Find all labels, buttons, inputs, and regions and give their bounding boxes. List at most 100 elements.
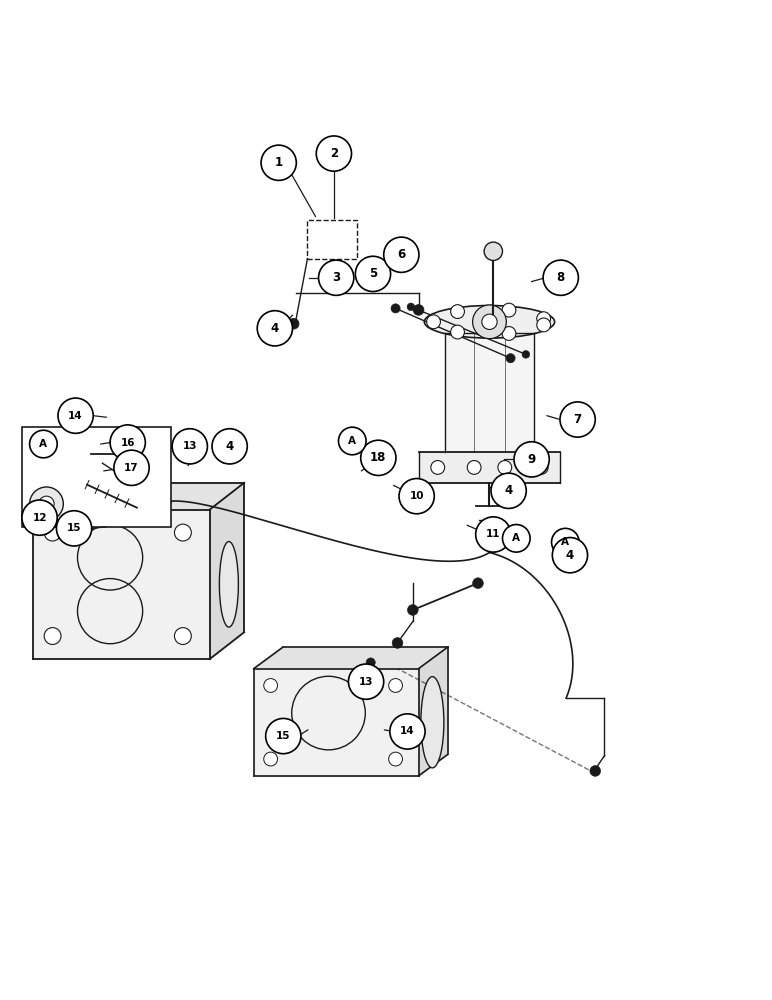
Circle shape xyxy=(506,354,515,363)
Circle shape xyxy=(355,256,391,292)
Polygon shape xyxy=(33,510,210,659)
Text: 15: 15 xyxy=(67,523,81,533)
Circle shape xyxy=(44,628,61,644)
Circle shape xyxy=(114,450,149,485)
Text: 1: 1 xyxy=(275,156,283,169)
Circle shape xyxy=(44,524,61,541)
Circle shape xyxy=(503,525,530,552)
Circle shape xyxy=(427,315,440,329)
Circle shape xyxy=(522,351,530,358)
Polygon shape xyxy=(33,483,244,510)
Text: 18: 18 xyxy=(370,451,387,464)
Text: 13: 13 xyxy=(182,441,197,451)
Text: 16: 16 xyxy=(120,438,135,448)
Circle shape xyxy=(484,242,503,260)
Circle shape xyxy=(288,318,299,329)
Circle shape xyxy=(408,605,418,615)
Text: 13: 13 xyxy=(359,677,374,687)
Ellipse shape xyxy=(219,542,239,627)
Circle shape xyxy=(384,237,419,272)
Circle shape xyxy=(467,461,481,474)
Circle shape xyxy=(22,500,57,535)
Text: A: A xyxy=(513,533,520,543)
Circle shape xyxy=(388,752,402,766)
Circle shape xyxy=(174,524,191,541)
Circle shape xyxy=(29,430,57,458)
Text: A: A xyxy=(39,439,47,449)
Circle shape xyxy=(161,497,171,507)
Text: A: A xyxy=(348,436,356,446)
Circle shape xyxy=(472,578,483,589)
Text: 4: 4 xyxy=(271,322,279,335)
Polygon shape xyxy=(254,669,418,776)
Text: 4: 4 xyxy=(566,549,574,562)
Polygon shape xyxy=(254,647,448,669)
Circle shape xyxy=(498,461,512,474)
Circle shape xyxy=(56,511,92,546)
Polygon shape xyxy=(418,647,448,776)
Circle shape xyxy=(338,427,366,455)
Circle shape xyxy=(212,429,247,464)
Circle shape xyxy=(361,440,396,475)
Text: 12: 12 xyxy=(32,513,47,523)
Circle shape xyxy=(366,658,375,667)
Circle shape xyxy=(391,304,400,313)
Circle shape xyxy=(317,136,351,171)
Text: 3: 3 xyxy=(332,271,340,284)
Text: 10: 10 xyxy=(409,491,424,501)
Text: 8: 8 xyxy=(557,271,565,284)
Circle shape xyxy=(348,664,384,699)
Circle shape xyxy=(451,305,465,318)
Circle shape xyxy=(502,303,516,317)
Circle shape xyxy=(413,305,424,315)
Circle shape xyxy=(407,303,415,311)
Text: 4: 4 xyxy=(505,484,513,497)
Circle shape xyxy=(392,638,403,648)
Circle shape xyxy=(491,473,527,508)
Ellipse shape xyxy=(421,677,444,768)
Polygon shape xyxy=(445,333,533,452)
Circle shape xyxy=(543,260,578,295)
Text: 2: 2 xyxy=(330,147,338,160)
Circle shape xyxy=(476,517,511,552)
Circle shape xyxy=(560,402,595,437)
Bar xyxy=(22,427,171,527)
Circle shape xyxy=(390,714,425,749)
Text: 14: 14 xyxy=(400,726,415,736)
Circle shape xyxy=(257,311,293,346)
Text: 11: 11 xyxy=(486,529,500,539)
Circle shape xyxy=(537,312,550,326)
Circle shape xyxy=(174,628,191,644)
Text: 17: 17 xyxy=(124,463,139,473)
Circle shape xyxy=(264,752,278,766)
Circle shape xyxy=(537,318,550,332)
Circle shape xyxy=(399,479,435,514)
Circle shape xyxy=(172,429,208,464)
Text: 9: 9 xyxy=(527,453,536,466)
Circle shape xyxy=(472,305,506,339)
Circle shape xyxy=(266,718,301,754)
Circle shape xyxy=(552,538,587,573)
Text: 14: 14 xyxy=(68,411,83,421)
Text: 4: 4 xyxy=(225,440,234,453)
Text: 15: 15 xyxy=(276,731,290,741)
Circle shape xyxy=(29,487,63,521)
Circle shape xyxy=(590,766,601,776)
Ellipse shape xyxy=(425,306,554,338)
Circle shape xyxy=(514,442,549,477)
Polygon shape xyxy=(418,452,560,483)
Polygon shape xyxy=(210,483,244,659)
Circle shape xyxy=(502,327,516,340)
Text: 7: 7 xyxy=(574,413,581,426)
Circle shape xyxy=(264,679,278,692)
Circle shape xyxy=(58,398,93,433)
Circle shape xyxy=(451,325,465,339)
Circle shape xyxy=(319,260,354,295)
Circle shape xyxy=(110,425,145,460)
Circle shape xyxy=(431,461,445,474)
Circle shape xyxy=(388,679,402,692)
Circle shape xyxy=(482,314,497,329)
Bar xyxy=(307,220,357,259)
Circle shape xyxy=(39,496,54,511)
Text: 6: 6 xyxy=(398,248,405,261)
